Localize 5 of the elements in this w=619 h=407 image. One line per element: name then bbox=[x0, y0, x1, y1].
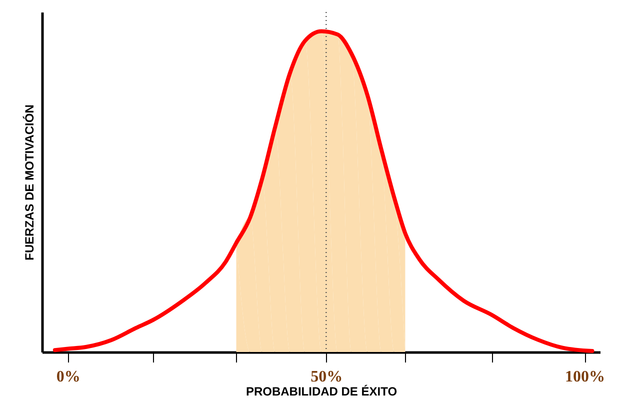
x-tick-label: 100% bbox=[565, 368, 605, 386]
x-tick-label: 50% bbox=[310, 368, 343, 386]
y-axis-title: FUERZAS DE MOTIVACIÓN bbox=[22, 104, 36, 260]
x-tick-label: 0% bbox=[56, 368, 80, 386]
x-axis-title: PROBABILIDAD DE ÉXITO bbox=[246, 384, 398, 398]
